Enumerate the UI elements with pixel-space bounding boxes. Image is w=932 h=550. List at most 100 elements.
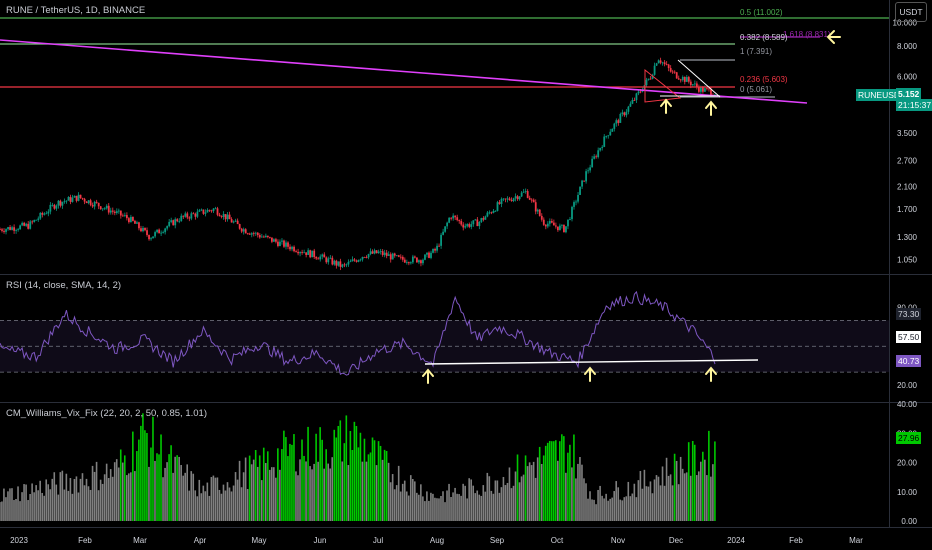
vix-bar: [552, 441, 555, 521]
vix-bar: [516, 454, 519, 521]
candle-body: [109, 210, 112, 213]
up-arrow-icon: [660, 98, 672, 114]
vix-bar: [289, 443, 291, 521]
vix-bar: [238, 460, 241, 521]
candle-body: [325, 257, 328, 263]
candle-body: [520, 192, 523, 197]
candle-body: [659, 60, 662, 63]
vix-bar: [454, 487, 456, 521]
vix-bar: [407, 495, 410, 521]
vix-bar: [339, 420, 342, 521]
candle-body: [180, 215, 183, 221]
drawings[interactable]: [0, 30, 841, 384]
candle-body: [323, 254, 326, 258]
candle-body: [700, 87, 702, 92]
vix-bar: [45, 479, 48, 521]
vix-bar: [567, 452, 569, 521]
candle-body: [194, 213, 197, 217]
vix-bar: [530, 465, 533, 521]
candle-body: [575, 201, 577, 203]
vix-bar: [172, 472, 174, 521]
candle-body: [204, 212, 207, 214]
vix-bar: [440, 496, 442, 521]
vix-bar: [369, 452, 372, 521]
vix-bar: [148, 466, 150, 521]
vix-bar: [21, 492, 23, 521]
vix-bar: [75, 476, 78, 521]
vix-bar: [581, 464, 583, 521]
candle-body: [492, 210, 495, 213]
candle-body: [565, 226, 567, 233]
candle-body: [305, 252, 308, 255]
rsi-value-tag: 40.73: [896, 355, 922, 367]
vix-value-tag: 27.96: [896, 432, 922, 444]
vix-bar: [277, 448, 279, 521]
vix-bar: [571, 467, 573, 521]
vix-bar: [381, 459, 384, 521]
candle-body: [353, 259, 356, 261]
vix-bar: [460, 495, 462, 521]
rsi-level-tag-high: 73.30: [896, 308, 922, 320]
vix-bar: [661, 466, 664, 521]
time-axis-tick: Mar: [133, 536, 147, 545]
candle-body: [264, 235, 267, 238]
candle-body: [704, 88, 706, 92]
candle-body: [105, 205, 108, 209]
vix-bar: [109, 469, 112, 521]
vix-bar: [140, 425, 142, 521]
rsi-support-line: [424, 359, 759, 365]
vix-bar: [438, 498, 440, 521]
symbol-title: RUNE / TetherUS, 1D, BINANCE: [6, 5, 146, 16]
candle-body: [685, 77, 688, 82]
candle-body: [144, 227, 146, 231]
vix-bar: [291, 444, 293, 521]
vix-bar: [150, 447, 152, 521]
candle-body: [53, 204, 56, 209]
candle-body: [393, 253, 396, 256]
candle-body: [409, 262, 412, 264]
vix-bar: [649, 481, 652, 521]
candle-body: [289, 246, 291, 250]
vix-bar: [665, 457, 668, 521]
vix-bar: [637, 480, 640, 521]
candle-body: [657, 60, 660, 64]
candle-body: [496, 202, 499, 211]
vix-bar: [357, 447, 360, 521]
candle-body: [484, 216, 487, 220]
candle-body: [379, 251, 382, 252]
candle-body: [702, 87, 704, 92]
candle-body: [599, 147, 602, 151]
vix-bar: [486, 472, 489, 521]
candle-body: [669, 68, 672, 72]
vix-pane[interactable]: [0, 413, 716, 521]
candle-body: [275, 239, 277, 242]
candle-body: [339, 261, 342, 267]
vix-bar: [575, 478, 577, 521]
vix-bar: [144, 430, 146, 521]
candle-body: [343, 264, 346, 266]
vix-bar: [639, 470, 642, 521]
rsi-pane[interactable]: [0, 290, 889, 376]
vix-bar: [252, 459, 255, 521]
vix-bar: [444, 502, 446, 521]
vix-bar: [569, 444, 571, 521]
currency-button[interactable]: USDT: [895, 2, 927, 22]
vix-bar: [607, 500, 609, 521]
candle-body: [3, 230, 5, 232]
vix-bar: [37, 490, 39, 521]
candle-body: [641, 90, 644, 92]
vix-bar: [681, 468, 684, 521]
candle-body: [637, 91, 640, 94]
vix-bar: [226, 482, 229, 521]
candle-body: [220, 216, 223, 217]
price-pane[interactable]: 0.5 (11.002) 1.618 (8.831)0.382 (8.589) 1 …: [0, 8, 889, 271]
time-axis-tick: Apr: [194, 536, 207, 545]
vix-bar: [99, 479, 102, 521]
candle-body: [667, 64, 670, 69]
candle-body: [35, 219, 38, 221]
candle-body: [186, 213, 189, 218]
candle-body: [597, 150, 600, 158]
candle-body: [101, 208, 104, 210]
candle-body: [363, 256, 366, 258]
